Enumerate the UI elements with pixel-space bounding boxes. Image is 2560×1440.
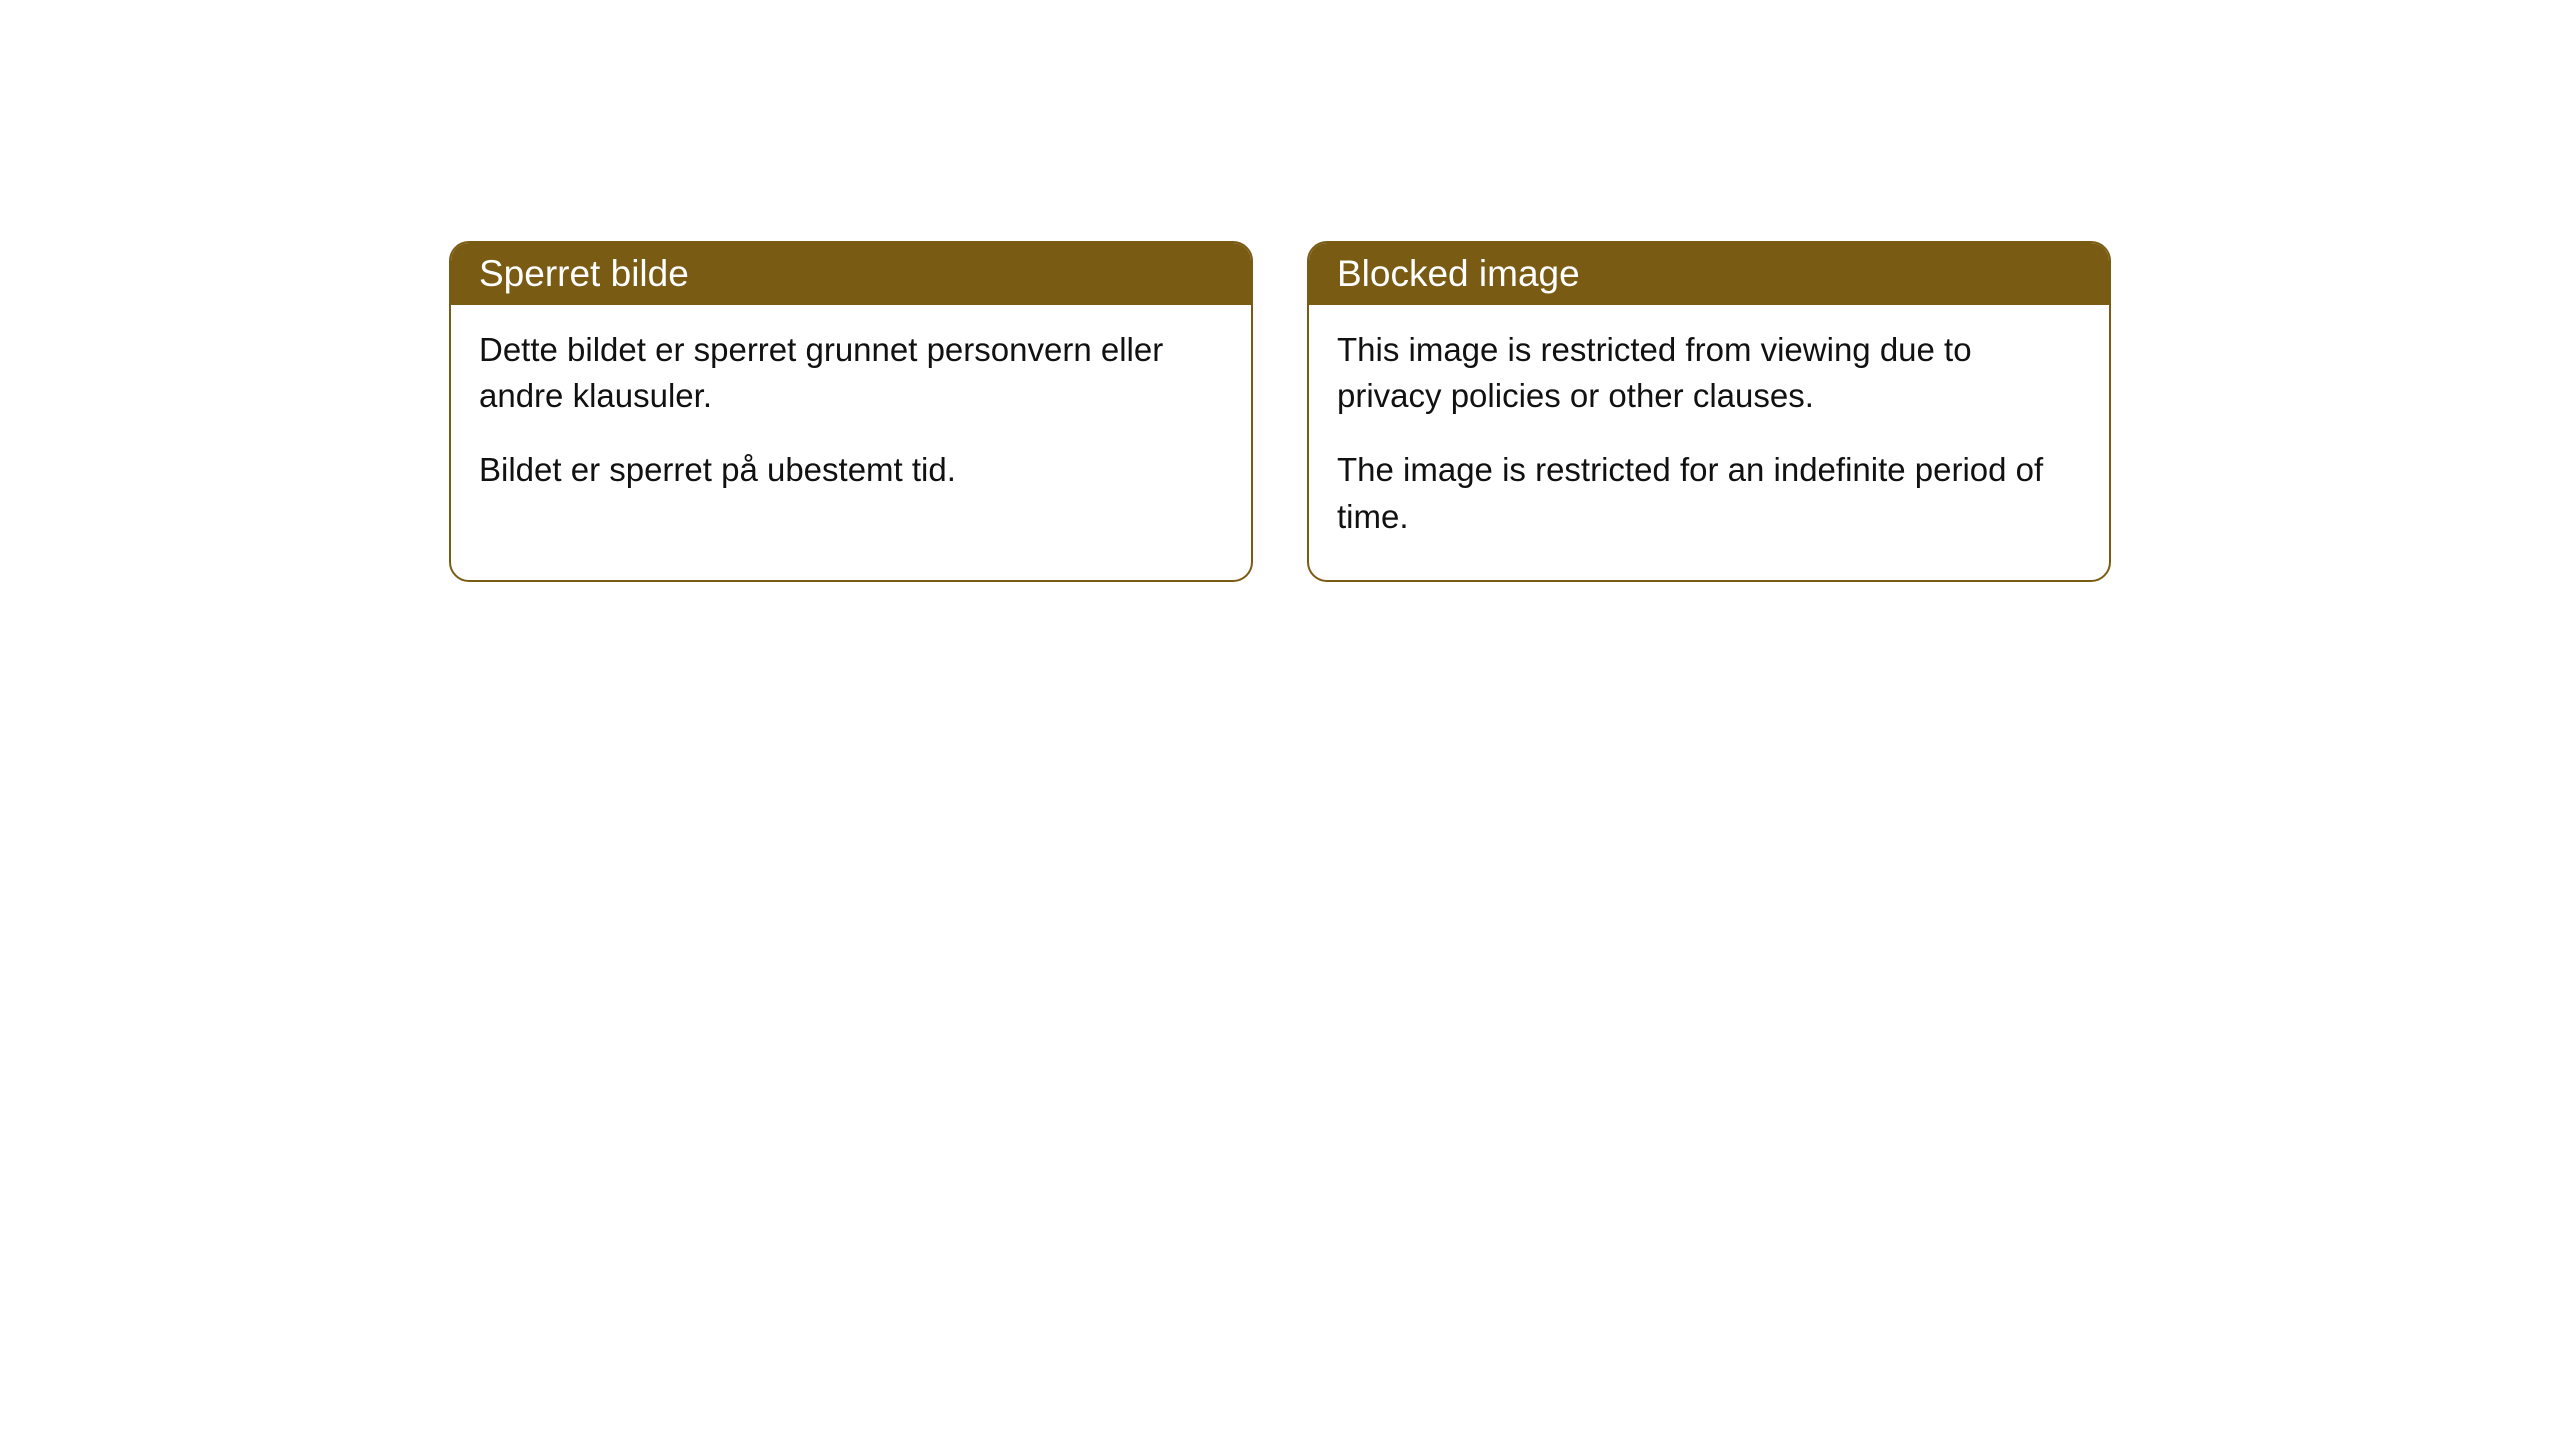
notice-paragraph: Bildet er sperret på ubestemt tid.	[479, 447, 1223, 493]
notice-paragraph: This image is restricted from viewing du…	[1337, 327, 2081, 419]
notice-paragraph: The image is restricted for an indefinit…	[1337, 447, 2081, 539]
notice-card-norwegian: Sperret bilde Dette bildet er sperret gr…	[449, 241, 1253, 582]
notice-cards-container: Sperret bilde Dette bildet er sperret gr…	[449, 241, 2111, 582]
notice-card-english: Blocked image This image is restricted f…	[1307, 241, 2111, 582]
notice-card-body: Dette bildet er sperret grunnet personve…	[451, 305, 1251, 534]
notice-card-body: This image is restricted from viewing du…	[1309, 305, 2109, 580]
notice-card-title: Blocked image	[1309, 243, 2109, 305]
notice-card-title: Sperret bilde	[451, 243, 1251, 305]
notice-paragraph: Dette bildet er sperret grunnet personve…	[479, 327, 1223, 419]
